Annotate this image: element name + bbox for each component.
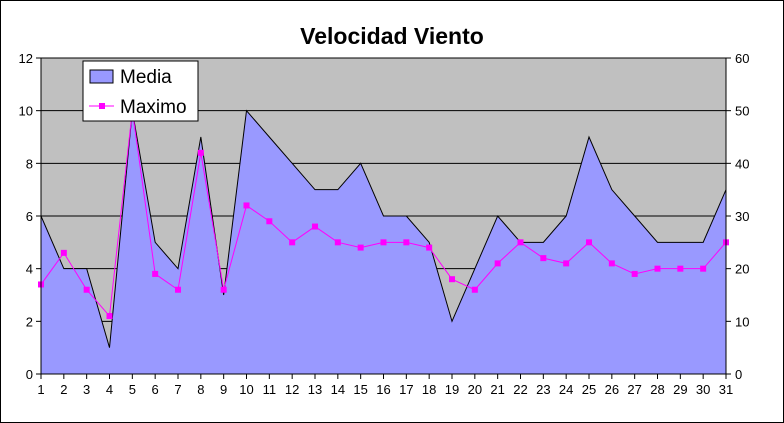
maximo-point-3 <box>83 286 90 293</box>
maximo-point-6 <box>152 270 159 277</box>
maximo-point-30 <box>700 265 707 272</box>
maximo-point-17 <box>403 239 410 246</box>
maximo-point-16 <box>380 239 387 246</box>
y-left-tick-label-0: 0 <box>26 367 33 382</box>
x-tick-label-2: 2 <box>60 382 67 397</box>
chart-title: Velocidad Viento <box>300 23 484 49</box>
x-tick-label-17: 17 <box>399 382 413 397</box>
maximo-point-18 <box>426 244 433 251</box>
x-tick-label-5: 5 <box>129 382 136 397</box>
x-tick-label-6: 6 <box>152 382 159 397</box>
x-tick-label-10: 10 <box>239 382 253 397</box>
maximo-point-25 <box>586 239 592 246</box>
legend: Media Maximo <box>82 60 199 122</box>
x-tick-label-21: 21 <box>490 382 504 397</box>
maximo-point-2 <box>60 249 67 256</box>
maximo-point-7 <box>175 286 181 293</box>
x-tick-label-11: 11 <box>263 382 277 397</box>
x-tick-label-9: 9 <box>220 382 227 397</box>
x-tick-label-18: 18 <box>422 382 436 397</box>
maximo-point-12 <box>289 239 296 246</box>
maximo-point-19 <box>449 276 455 283</box>
x-tick-label-16: 16 <box>376 382 390 397</box>
x-tick-label-3: 3 <box>83 382 90 397</box>
x-tick-label-7: 7 <box>174 382 181 397</box>
x-tick-label-19: 19 <box>445 382 459 397</box>
maximo-point-13 <box>312 223 318 230</box>
x-tick-label-30: 30 <box>696 382 710 397</box>
y-left-tick-label-2: 2 <box>26 314 33 329</box>
x-tick-label-24: 24 <box>559 382 573 397</box>
maximo-point-10 <box>243 202 250 209</box>
maximo-point-22 <box>517 239 524 246</box>
y-left-tick-label-8: 8 <box>26 156 33 171</box>
legend-maximo-marker <box>99 103 105 109</box>
y-left-tick-label-12: 12 <box>19 51 33 66</box>
maximo-point-8 <box>197 149 204 156</box>
x-tick-label-13: 13 <box>308 382 322 397</box>
x-tick-label-22: 22 <box>513 382 527 397</box>
y-right-tick-label-0: 0 <box>735 367 742 382</box>
x-tick-label-20: 20 <box>468 382 482 397</box>
x-tick-label-31: 31 <box>719 382 733 397</box>
y-left-tick-label-4: 4 <box>26 262 33 277</box>
maximo-point-14 <box>334 239 341 246</box>
maximo-point-21 <box>494 260 501 267</box>
maximo-point-20 <box>471 286 478 293</box>
y-right-tick-label-40: 40 <box>735 156 749 171</box>
maximo-point-28 <box>654 265 661 272</box>
y-left-tick-label-10: 10 <box>19 104 33 119</box>
x-tick-label-27: 27 <box>627 382 641 397</box>
y-left-tick-label-6: 6 <box>26 209 33 224</box>
legend-media-swatch <box>89 69 114 84</box>
maximo-point-23 <box>540 255 547 262</box>
x-tick-label-1: 1 <box>37 382 44 397</box>
maximo-point-15 <box>357 244 364 251</box>
x-tick-label-12: 12 <box>285 382 299 397</box>
y-right-tick-label-50: 50 <box>735 104 749 119</box>
x-tick-label-14: 14 <box>331 382 345 397</box>
maximo-point-26 <box>608 260 615 267</box>
maximo-point-24 <box>563 260 570 267</box>
maximo-point-29 <box>677 265 684 272</box>
maximo-point-4 <box>106 313 113 320</box>
y-right-tick-label-60: 60 <box>735 51 749 66</box>
y-right-tick-label-30: 30 <box>735 209 749 224</box>
y-right-tick-label-10: 10 <box>735 314 749 329</box>
x-tick-label-4: 4 <box>106 382 113 397</box>
legend-media-label: Media <box>120 67 172 88</box>
maximo-point-9 <box>220 286 227 293</box>
x-tick-label-28: 28 <box>650 382 664 397</box>
x-tick-label-26: 26 <box>605 382 619 397</box>
y-right-tick-label-20: 20 <box>735 262 749 277</box>
x-tick-label-23: 23 <box>536 382 550 397</box>
x-tick-label-29: 29 <box>673 382 687 397</box>
maximo-point-27 <box>631 270 638 277</box>
x-tick-label-25: 25 <box>582 382 596 397</box>
media-area-outline <box>40 109 727 348</box>
x-tick-label-15: 15 <box>353 382 367 397</box>
maximo-point-11 <box>266 218 273 225</box>
x-tick-label-8: 8 <box>197 382 204 397</box>
legend-maximo-label: Maximo <box>120 97 187 118</box>
